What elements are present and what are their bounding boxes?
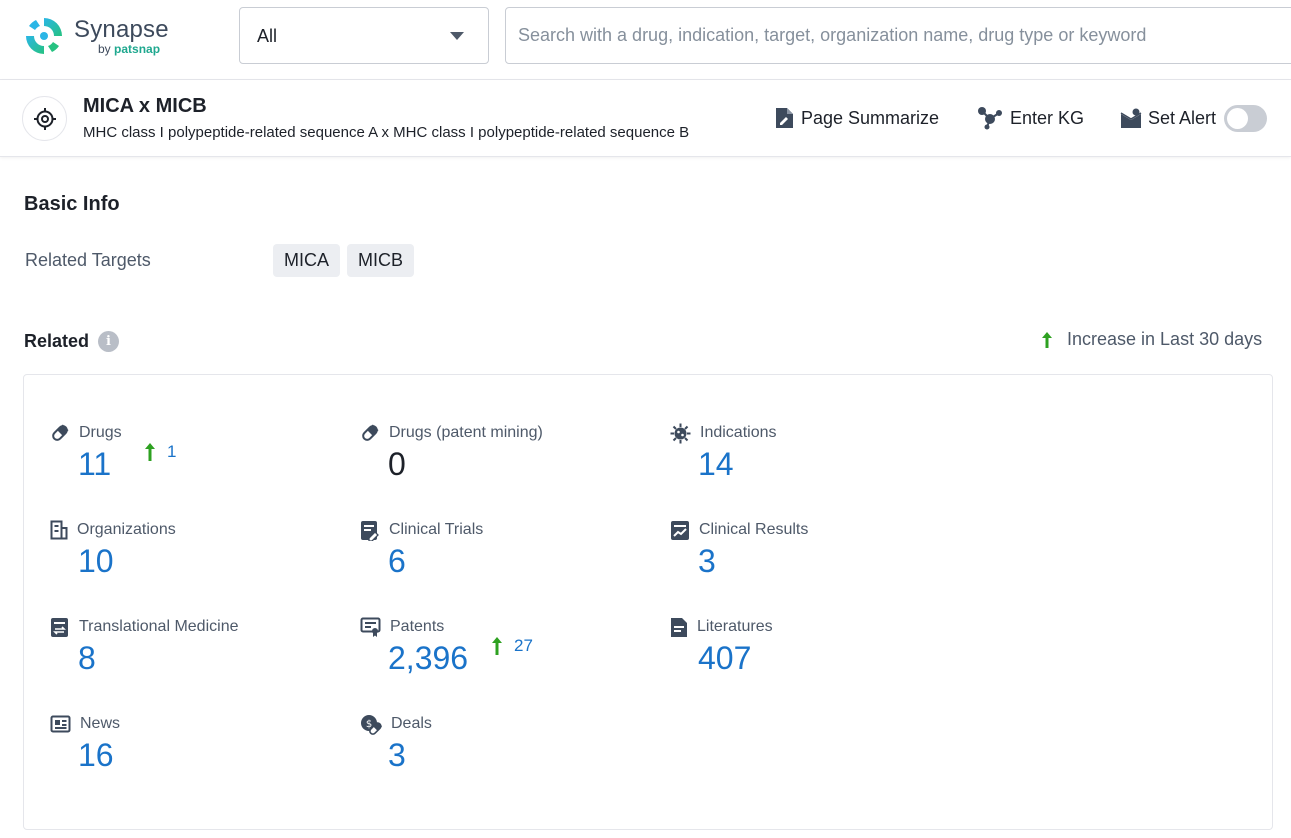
stat-drugs-patent-mining[interactable]: Drugs (patent mining) 0 bbox=[360, 422, 660, 502]
translational-icon bbox=[50, 617, 70, 638]
brand-name: Synapse bbox=[74, 16, 169, 44]
arrow-up-icon bbox=[491, 636, 503, 656]
knowledge-graph-icon bbox=[977, 106, 1004, 130]
newspaper-icon bbox=[50, 715, 71, 733]
target-tag-micb[interactable]: MICB bbox=[347, 244, 414, 277]
stat-clinical-trials[interactable]: Clinical Trials 6 bbox=[360, 519, 660, 599]
stat-patents-label: Patents bbox=[390, 618, 444, 636]
stat-clinical-results[interactable]: Clinical Results 3 bbox=[670, 519, 970, 599]
clipboard-icon bbox=[360, 520, 380, 541]
increase-legend-label: Increase in Last 30 days bbox=[1067, 329, 1262, 350]
stat-clinical-trials-value[interactable]: 6 bbox=[388, 543, 406, 580]
stat-drugs-value[interactable]: 11 bbox=[78, 446, 111, 483]
search-category-select[interactable]: All bbox=[239, 7, 489, 64]
arrow-up-icon bbox=[144, 442, 156, 462]
related-targets-label: Related Targets bbox=[25, 250, 151, 271]
stat-news[interactable]: News 16 bbox=[50, 713, 350, 793]
stat-drugs-patent-mining-value: 0 bbox=[388, 446, 406, 483]
stat-clinical-trials-header: Clinical Trials bbox=[360, 519, 483, 541]
stat-deals[interactable]: $ Deals 3 bbox=[360, 713, 660, 793]
stat-literatures-label: Literatures bbox=[697, 618, 773, 636]
stat-drugs-patent-mining-label: Drugs (patent mining) bbox=[389, 424, 543, 442]
entity-header: MICA x MICB MHC class I polypeptide-rela… bbox=[0, 80, 1291, 157]
stat-literatures[interactable]: Literatures 407 bbox=[670, 616, 970, 696]
brand-byline: by patsnap bbox=[98, 42, 160, 56]
stat-deals-header: $ Deals bbox=[360, 713, 432, 735]
stat-clinical-results-label: Clinical Results bbox=[699, 521, 808, 539]
info-icon[interactable]: i bbox=[98, 331, 119, 352]
document-icon bbox=[670, 617, 688, 638]
stat-patents-value[interactable]: 2,396 bbox=[388, 640, 468, 677]
related-title: Related bbox=[24, 331, 89, 352]
stat-organizations[interactable]: Organizations 10 bbox=[50, 519, 350, 599]
stat-patents[interactable]: Patents 2,396 27 bbox=[360, 616, 660, 696]
stat-indications-header: Indications bbox=[670, 422, 777, 444]
certificate-icon bbox=[360, 617, 381, 637]
stat-deals-value[interactable]: 3 bbox=[388, 737, 406, 774]
stat-literatures-header: Literatures bbox=[670, 616, 773, 638]
synapse-logo-icon bbox=[22, 14, 66, 58]
stat-indications-value[interactable]: 14 bbox=[698, 446, 734, 483]
stat-clinical-results-value[interactable]: 3 bbox=[698, 543, 716, 580]
stat-drugs-patent-mining-header: Drugs (patent mining) bbox=[360, 422, 543, 444]
virus-icon bbox=[670, 423, 691, 444]
pill-icon bbox=[360, 423, 380, 443]
stat-clinical-trials-label: Clinical Trials bbox=[389, 521, 483, 539]
stat-drugs-increase-value: 1 bbox=[167, 442, 176, 462]
basic-info-title: Basic Info bbox=[24, 193, 120, 216]
arrow-up-icon bbox=[1041, 331, 1053, 349]
stat-clinical-results-header: Clinical Results bbox=[670, 519, 808, 541]
stat-translational-medicine-label: Translational Medicine bbox=[79, 618, 238, 636]
stat-deals-label: Deals bbox=[391, 715, 432, 733]
stat-drugs-increase[interactable]: 1 bbox=[144, 442, 176, 462]
stat-organizations-value[interactable]: 10 bbox=[78, 543, 114, 580]
pill-icon bbox=[50, 423, 70, 443]
stat-translational-medicine[interactable]: Translational Medicine 8 bbox=[50, 616, 350, 696]
increase-legend: Increase in Last 30 days bbox=[1041, 329, 1262, 350]
page-subtitle: MHC class I polypeptide-related sequence… bbox=[83, 124, 689, 141]
synapse-logo[interactable]: Synapse by patsnap bbox=[22, 14, 172, 60]
stat-patents-increase[interactable]: 27 bbox=[491, 636, 533, 656]
page-summarize-button[interactable]: Page Summarize bbox=[774, 106, 939, 130]
alert-icon bbox=[1120, 108, 1142, 129]
stat-news-label: News bbox=[80, 715, 120, 733]
stat-organizations-label: Organizations bbox=[77, 521, 176, 539]
stat-translational-medicine-header: Translational Medicine bbox=[50, 616, 238, 638]
target-tag-mica[interactable]: MICA bbox=[273, 244, 340, 277]
toggle-knob bbox=[1227, 108, 1248, 129]
target-icon bbox=[22, 96, 67, 141]
enter-kg-label: Enter KG bbox=[1010, 108, 1084, 129]
stat-patents-increase-value: 27 bbox=[514, 636, 533, 656]
chart-report-icon bbox=[670, 520, 690, 541]
stat-literatures-value[interactable]: 407 bbox=[698, 640, 751, 677]
deal-icon: $ bbox=[360, 714, 382, 735]
stat-translational-medicine-value[interactable]: 8 bbox=[78, 640, 96, 677]
caret-down-icon bbox=[450, 32, 464, 40]
page-summarize-label: Page Summarize bbox=[801, 108, 939, 129]
stat-news-header: News bbox=[50, 713, 120, 735]
stat-indications-label: Indications bbox=[700, 424, 777, 442]
search-category-value: All bbox=[257, 26, 277, 47]
top-header: Synapse by patsnap All bbox=[0, 0, 1291, 80]
set-alert-label: Set Alert bbox=[1148, 108, 1216, 129]
stat-organizations-header: Organizations bbox=[50, 519, 176, 541]
related-stats-card: Drugs 11 1 Drugs (patent mining) 0 bbox=[23, 374, 1273, 830]
stat-indications[interactable]: Indications 14 bbox=[670, 422, 970, 502]
page-title: MICA x MICB bbox=[83, 95, 207, 118]
stat-news-value[interactable]: 16 bbox=[78, 737, 114, 774]
stat-drugs[interactable]: Drugs 11 1 bbox=[50, 422, 350, 502]
set-alert-button[interactable]: Set Alert bbox=[1120, 106, 1216, 130]
stat-drugs-label: Drugs bbox=[79, 424, 122, 442]
search-input[interactable] bbox=[505, 7, 1291, 64]
enter-kg-button[interactable]: Enter KG bbox=[977, 106, 1084, 130]
stat-drugs-header: Drugs bbox=[50, 422, 122, 444]
stat-patents-header: Patents bbox=[360, 616, 444, 638]
summarize-icon bbox=[774, 107, 795, 129]
building-icon bbox=[50, 520, 68, 540]
set-alert-toggle[interactable] bbox=[1224, 105, 1267, 132]
